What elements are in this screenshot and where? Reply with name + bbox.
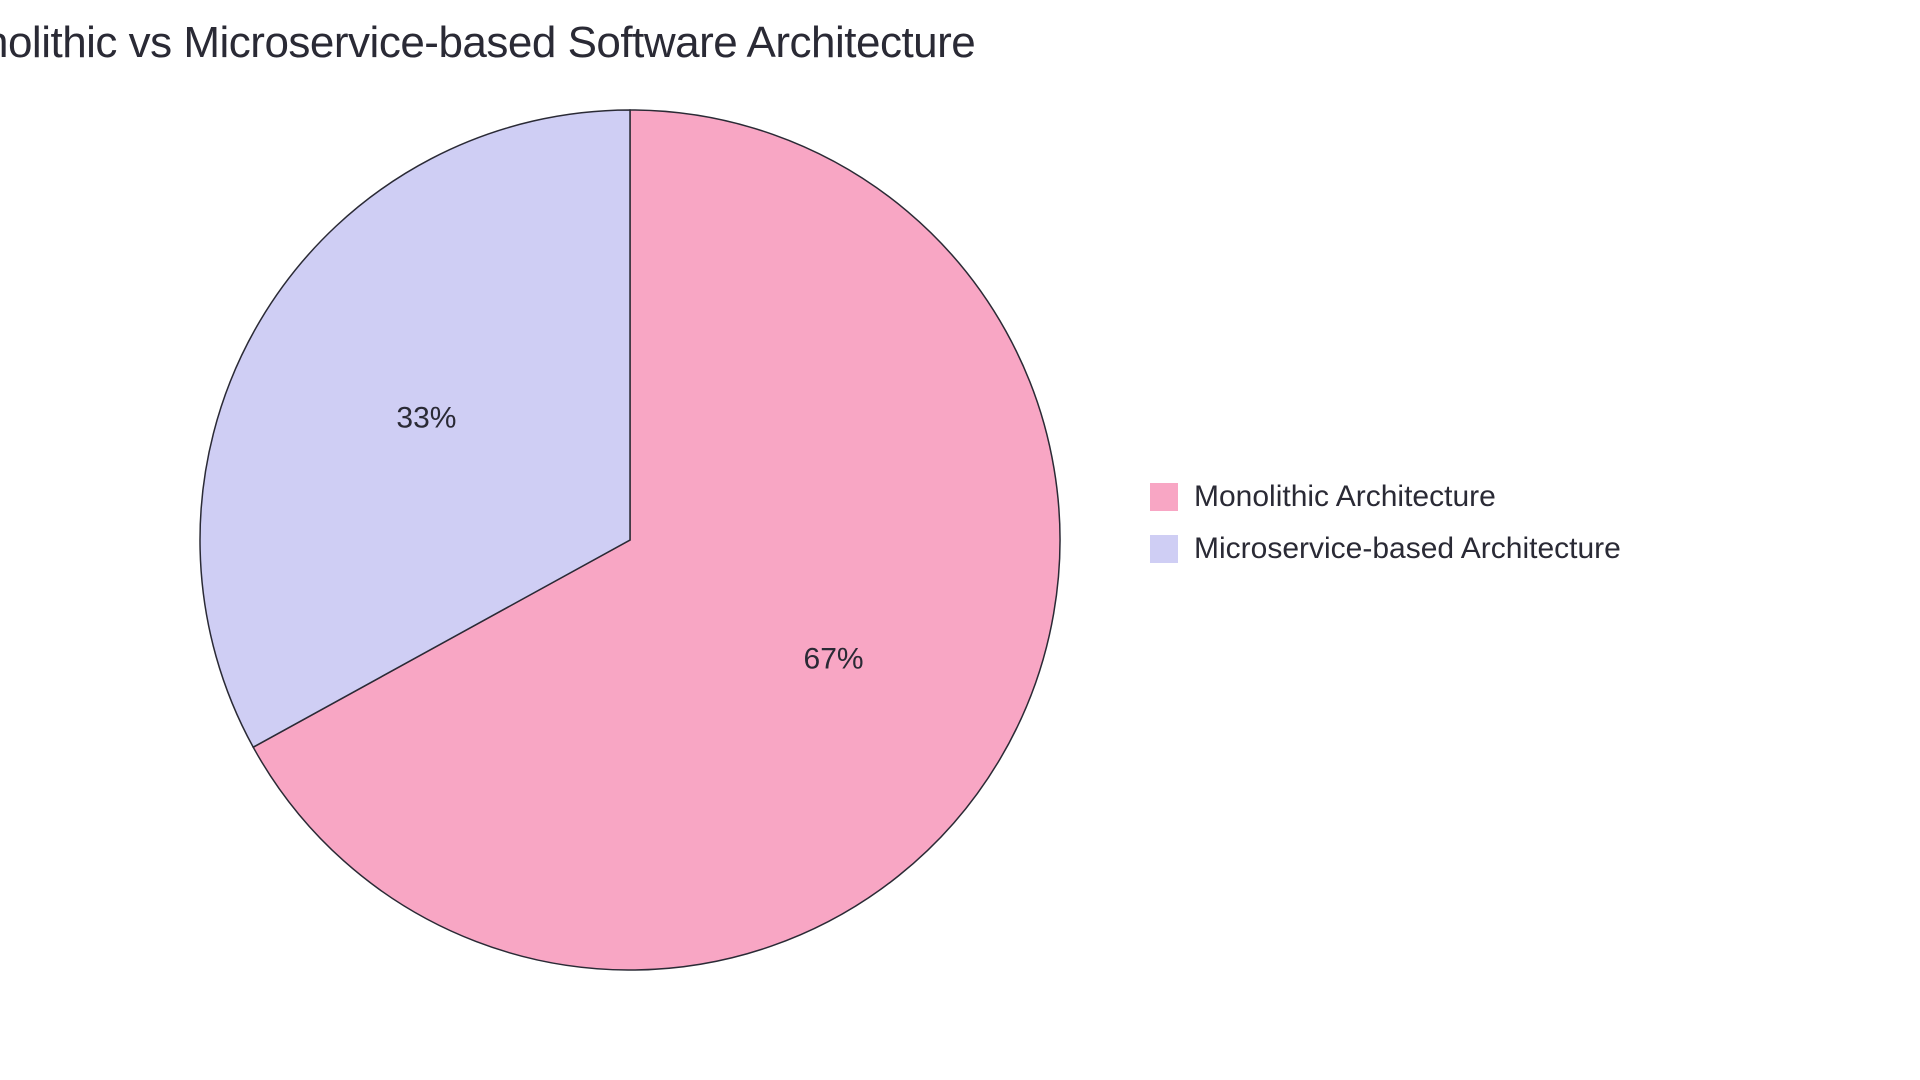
legend-swatch xyxy=(1150,535,1178,563)
chart-title: onolithic vs Microservice-based Software… xyxy=(0,18,975,68)
legend: Monolithic Architecture Microservice-bas… xyxy=(1150,480,1621,566)
pie-svg: 67% 33% xyxy=(180,90,1080,990)
slice-percent-label: 67% xyxy=(804,642,864,675)
legend-label: Monolithic Architecture xyxy=(1194,480,1496,514)
legend-label: Microservice-based Architecture xyxy=(1194,532,1621,566)
legend-swatch xyxy=(1150,483,1178,511)
legend-item-monolithic: Monolithic Architecture xyxy=(1150,480,1621,514)
pie-chart: 67% 33% xyxy=(180,90,1080,990)
legend-item-microservice: Microservice-based Architecture xyxy=(1150,532,1621,566)
slice-percent-label: 33% xyxy=(396,402,456,435)
